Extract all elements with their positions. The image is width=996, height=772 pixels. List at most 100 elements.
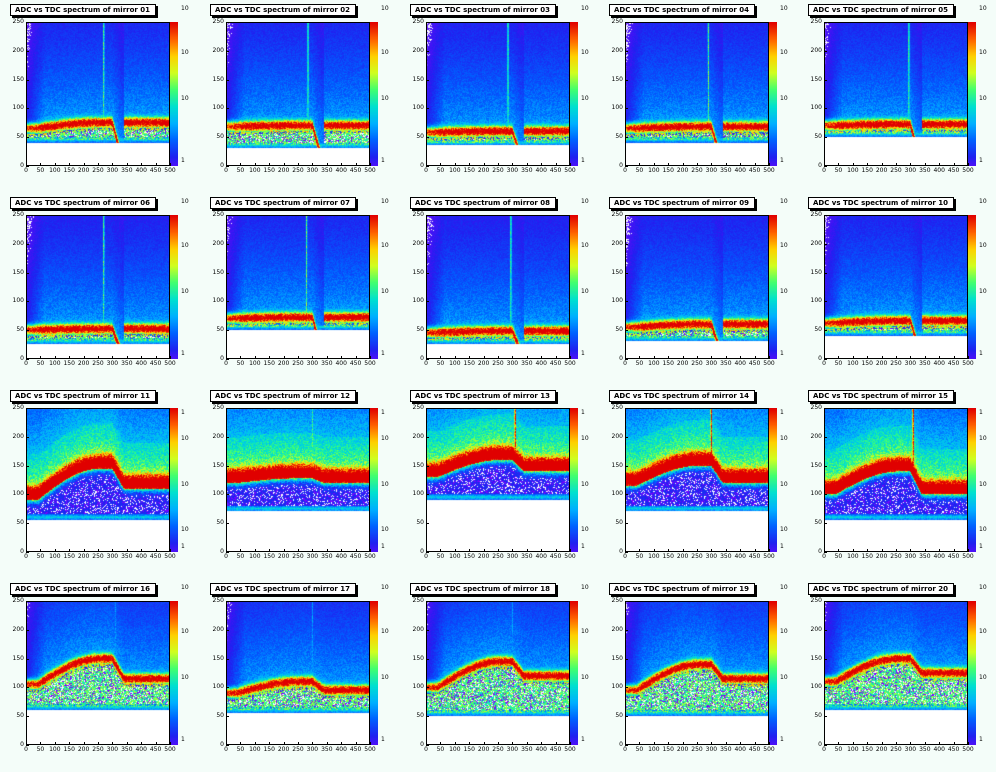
x-tick-label: 100 <box>449 167 461 174</box>
y-tick-mark <box>426 50 429 52</box>
x-tick-label: 250 <box>492 360 504 367</box>
x-tick-label: 150 <box>463 553 475 560</box>
x-tick-label: 50 <box>236 167 245 174</box>
x-tick-label: 150 <box>861 360 873 367</box>
y-tick-label: 0 <box>619 548 623 555</box>
y-tick-label: 50 <box>814 712 822 720</box>
x-tick-mark <box>953 356 955 359</box>
palette-tick-label: 10 <box>581 674 589 681</box>
x-tick-mark <box>896 742 897 745</box>
color-palette <box>370 408 378 552</box>
x-tick-mark <box>924 549 926 552</box>
x-tick-mark <box>498 163 499 166</box>
x-tick-label: 200 <box>875 553 888 560</box>
y-tick-label: 100 <box>412 683 424 691</box>
y-tick-label: 150 <box>611 268 623 276</box>
x-tick-mark <box>555 163 557 166</box>
x-tick-mark <box>754 742 756 745</box>
x-tick-mark <box>298 356 299 359</box>
heatmap-plot <box>226 408 370 552</box>
palette-tick-label: 10 <box>381 435 389 442</box>
x-tick-label: 200 <box>676 746 689 753</box>
y-tick-mark <box>426 301 429 303</box>
palette-tick-label: 10 <box>979 5 987 12</box>
x-tick-label: 500 <box>164 746 176 753</box>
x-tick-label: 350 <box>919 360 931 367</box>
y-tick-label: 200 <box>12 239 24 247</box>
y-tick-label: 50 <box>216 326 224 334</box>
x-tick-label: 350 <box>521 746 533 753</box>
y-tick-label: 250 <box>212 18 224 25</box>
y-tick-mark <box>226 687 229 689</box>
x-tick-mark <box>326 163 328 166</box>
x-tick-label: 300 <box>106 167 119 174</box>
heatmap-plot <box>426 215 570 359</box>
x-tick-label: 300 <box>904 746 917 753</box>
heatmap-panel: ADC vs TDC spectrum of mirror 11 1 10 10 10 1… <box>0 386 189 572</box>
palette-tick-label: 1 <box>381 736 385 743</box>
y-tick-mark <box>26 465 29 467</box>
panel-title: ADC vs TDC spectrum of mirror 13 <box>410 390 557 402</box>
x-tick-mark <box>968 549 969 552</box>
y-tick-mark <box>426 523 429 525</box>
x-tick-label: 400 <box>734 746 746 753</box>
x-tick-mark <box>454 549 456 552</box>
x-tick-label: 0 <box>24 167 28 174</box>
heatmap-panel: ADC vs TDC spectrum of mirror 12 1 10 10 10 1… <box>200 386 389 572</box>
x-tick-label: 350 <box>321 553 333 560</box>
palette-gradient <box>968 408 976 552</box>
x-tick-label: 350 <box>321 746 333 753</box>
x-tick-label: 150 <box>63 553 75 560</box>
y-tick-label: 50 <box>814 326 822 334</box>
x-tick-mark <box>170 549 171 552</box>
x-tick-mark <box>725 549 727 552</box>
y-tick-label: 200 <box>810 432 822 440</box>
x-tick-mark <box>625 742 626 745</box>
x-tick-mark <box>711 356 713 359</box>
x-tick-label: 400 <box>335 167 347 174</box>
y-tick-label: 50 <box>416 519 424 527</box>
palette-tick-label: 1 <box>381 409 385 416</box>
x-tick-mark <box>555 742 557 745</box>
x-tick-label: 150 <box>63 746 75 753</box>
x-tick-mark <box>40 163 42 166</box>
x-tick-label: 450 <box>349 746 362 753</box>
y-tick-label: 250 <box>810 597 822 604</box>
palette-tick-label: 10 <box>780 584 788 591</box>
panel-title: ADC vs TDC spectrum of mirror 10 <box>808 197 955 209</box>
palette-tick-label: 1 <box>181 736 185 743</box>
y-tick-mark <box>625 50 628 52</box>
y-tick-mark <box>226 359 229 360</box>
x-tick-mark <box>697 742 698 745</box>
y-tick-label: 50 <box>416 712 424 720</box>
x-tick-label: 300 <box>904 553 917 560</box>
x-tick-mark <box>440 163 442 166</box>
y-tick-mark <box>625 272 628 274</box>
y-tick-label: 100 <box>12 683 24 691</box>
x-tick-label: 200 <box>77 167 90 174</box>
y-tick-label: 150 <box>412 75 424 83</box>
x-tick-label: 50 <box>834 167 843 174</box>
palette-tick-label: 10 <box>381 481 389 488</box>
palette-tick-label: 10 <box>381 198 389 205</box>
y-tick-label: 200 <box>412 625 424 633</box>
x-tick-label: 450 <box>349 167 362 174</box>
y-tick-label: 50 <box>416 326 424 334</box>
y-tick-mark <box>625 658 628 660</box>
x-tick-label: 150 <box>263 746 275 753</box>
x-tick-label: 300 <box>705 167 718 174</box>
x-tick-label: 0 <box>822 167 826 174</box>
x-tick-mark <box>682 742 684 745</box>
y-tick-mark <box>625 716 628 718</box>
panel-title: ADC vs TDC spectrum of mirror 07 <box>210 197 357 209</box>
y-tick-label: 0 <box>420 548 424 555</box>
x-tick-mark <box>910 163 912 166</box>
x-tick-mark <box>939 163 941 166</box>
x-tick-mark <box>269 356 271 359</box>
x-tick-mark <box>98 742 99 745</box>
y-tick-label: 150 <box>212 75 224 83</box>
heatmap-plot <box>625 601 769 745</box>
y-tick-mark <box>824 601 827 602</box>
y-tick-label: 100 <box>212 490 224 498</box>
x-tick-mark <box>54 356 56 359</box>
